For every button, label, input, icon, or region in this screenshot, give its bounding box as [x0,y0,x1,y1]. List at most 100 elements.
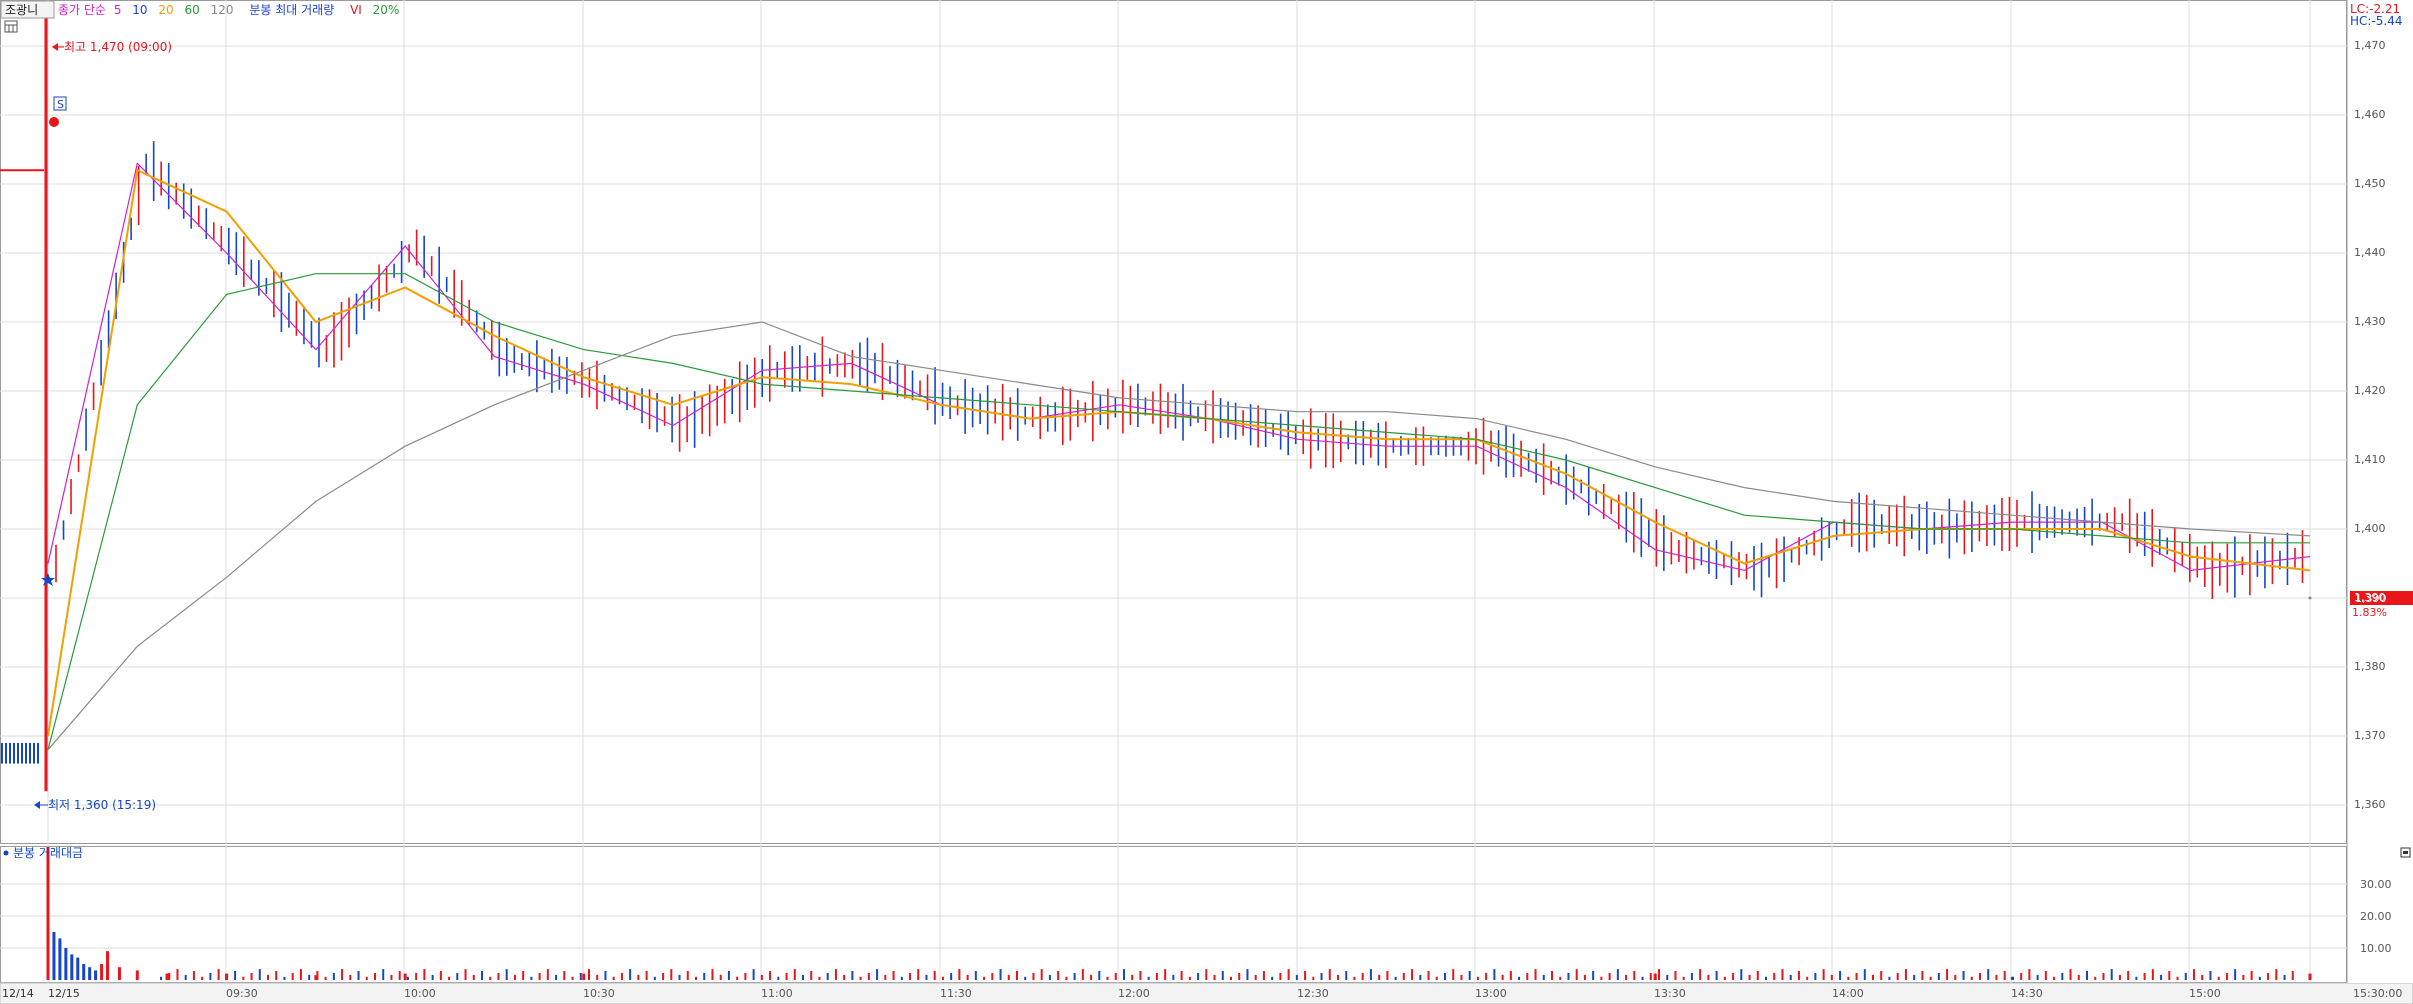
volume-bar [843,974,846,980]
volume-bar [678,974,681,980]
volume-bar [184,974,187,980]
volume-bar [2110,969,2113,980]
y-axis-area[interactable] [2347,0,2413,983]
volume-bar [1616,969,1619,980]
volume-bar [2242,974,2245,980]
ma-line-120 [47,321,2311,751]
volume-bar [1740,969,1743,980]
volume-bar [1402,972,1405,980]
volume-max-label: 분봉 최대 거래량 [249,3,334,17]
volume-bar [1518,976,1521,980]
volume-bar [349,974,352,980]
volume-bar [1394,976,1397,980]
volume-bar [950,972,953,980]
volume-bar [1674,971,1677,980]
volume-bar [1765,976,1767,980]
volume-bar [283,976,286,980]
volume-bar [2011,976,2014,980]
volume-bar [497,972,500,980]
vol-y-tick: 10.00 [2360,942,2392,955]
volume-bar [390,974,393,980]
last-price-dot [2308,596,2312,600]
volume-bar [769,971,772,980]
volume-bar [1032,972,1035,980]
volume-bar [1575,969,1578,980]
ma-5: 5 [114,3,122,17]
volume-bar [752,969,755,980]
volume-bar [1682,976,1685,980]
volume-bar [1806,976,1809,980]
volume-bar [1188,976,1191,980]
table-icon[interactable] [4,20,18,33]
volume-bar [1534,969,1537,980]
volume-bar [802,974,804,980]
ma-label: 종가 단순 [58,3,106,17]
legend[interactable]: 조광니 종가 단순 5 10 20 60 120 분봉 최대 거래량 VI 20… [0,0,399,33]
volume-bar [1493,969,1496,980]
volume-bar [1732,972,1735,980]
low-annotation: 최저 1,360 (15:19) [34,798,156,812]
buy-signal-icon[interactable] [49,117,59,127]
sell-signal-icon[interactable]: S [53,96,67,111]
volume-bar [291,972,294,980]
volume-bar [1888,976,1891,980]
volume-bar [192,971,195,980]
svg-text:S: S [57,98,64,111]
volume-bar [736,976,739,980]
current-change: 1.83% [2352,606,2387,619]
volume-bar [464,969,467,980]
x-tick: 13:00 [1475,987,1507,1000]
volume-bar [1715,971,1718,980]
volume-bar [1172,974,1175,980]
volume-plot [46,847,2312,980]
volume-bar [588,969,590,980]
volume-bar [1378,974,1381,980]
grid-lines [0,0,2347,983]
volume-panel[interactable] [0,846,2347,983]
volume-bar [1106,976,1109,980]
volume-bar [2044,971,2047,980]
price-y-axis: 1,470 1,460 1,450 1,440 1,430 1,420 1,41… [2354,39,2386,811]
stock-name[interactable]: 조광니 [5,3,38,17]
volume-bar [1369,969,1372,980]
volume-bar [1970,976,1973,980]
volume-bar [2275,969,2278,980]
volume-bar [324,976,327,980]
volume-bar [933,971,936,980]
high-arrow-icon [52,43,58,51]
current-price-tag: 1,390 1.83% [2350,591,2413,619]
volume-bar [1213,974,1216,980]
volume-bar [620,972,623,980]
volume-bar [1921,971,1924,980]
stock-name-box[interactable] [0,0,55,19]
volume-bar [1287,969,1290,980]
volume-bar [415,972,418,980]
volume-bar [2020,972,2023,980]
vol-y-tick: 20.00 [2360,910,2392,923]
price-panel[interactable] [0,0,2347,844]
y-tick: 1,410 [2354,453,2386,466]
x-tick: 11:00 [761,987,793,1000]
volume-bar [1830,974,1833,980]
price-plot [0,18,2312,792]
volume-bar [135,970,139,980]
volume-bar [2291,971,2294,980]
volume-bar [1773,972,1776,980]
volume-bar [1024,976,1027,980]
volume-bar [201,976,204,980]
volume-bar [1435,976,1438,980]
volume-bar [1896,972,1899,980]
volume-bar [2217,976,2220,980]
volume-bar [431,974,434,980]
volume-bar [1707,974,1710,980]
volume-bar [1131,974,1134,980]
y-tick: 1,360 [2354,798,2386,811]
volume-bar [760,974,763,980]
volume-bar [1246,969,1249,980]
volume-bar [314,975,318,980]
volume-bar [991,972,994,980]
volume-bar [332,972,335,980]
volume-bar [82,964,86,980]
